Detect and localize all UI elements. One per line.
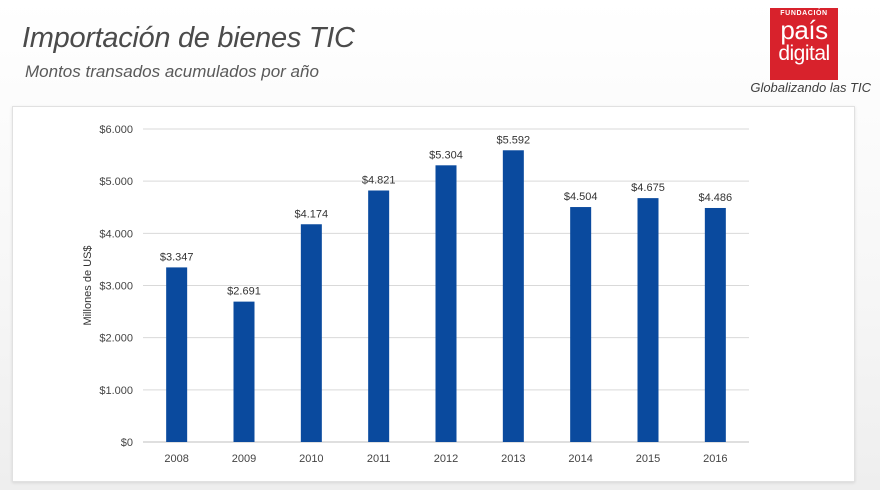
- data-label: $4.504: [564, 191, 598, 203]
- x-tick-label: 2015: [636, 453, 660, 465]
- chart-panel: $0 $1.000 $2.000 $3.000 $4.000 $5.000 $6.000 Mi…: [12, 106, 855, 482]
- x-tick-label: 2012: [434, 453, 458, 465]
- logo-small-text: FUNDACIÓN: [780, 10, 828, 17]
- y-tick-label: $3.000: [99, 281, 133, 293]
- data-label: $4.821: [362, 175, 396, 187]
- logo-main-text: país: [780, 15, 828, 45]
- slide-subtitle: Montos transados acumulados por año: [25, 62, 319, 81]
- bar: [502, 150, 524, 442]
- fundacion-pais-digital-logo: FUNDACIÓN país digital: [770, 8, 838, 80]
- logo-sub-text: digital: [778, 42, 830, 65]
- y-tick-label: $6.000: [99, 124, 133, 136]
- slide-title: Importación de bienes TIC: [22, 22, 355, 54]
- x-tick-label: 2016: [703, 453, 727, 465]
- data-label: $4.486: [699, 192, 733, 204]
- data-label: $5.304: [429, 149, 463, 161]
- y-tick-label: $5.000: [99, 176, 133, 188]
- logo-tagline: Globalizando las TIC: [750, 80, 871, 95]
- data-label: $4.675: [631, 182, 665, 194]
- y-tick-label: $0: [121, 437, 133, 449]
- data-label: $3.347: [160, 251, 194, 263]
- bar: [300, 224, 322, 442]
- bar: [704, 207, 726, 442]
- y-tick-label: $4.000: [99, 228, 133, 240]
- x-tick-label: 2013: [501, 453, 525, 465]
- data-label: $2.691: [227, 286, 261, 298]
- bar: [637, 198, 659, 442]
- y-tick-label: $1.000: [99, 385, 133, 397]
- x-tick-label: 2011: [367, 453, 391, 465]
- data-label: $5.592: [497, 134, 531, 146]
- bar: [233, 301, 255, 442]
- bar-chart: $0 $1.000 $2.000 $3.000 $4.000 $5.000 $6.000 Mi…: [82, 124, 749, 465]
- x-tick-label: 2014: [568, 453, 592, 465]
- data-label: $4.174: [295, 208, 329, 220]
- x-tick-label: 2010: [299, 453, 323, 465]
- bar: [570, 207, 592, 442]
- bar: [368, 190, 390, 442]
- x-tick-label: 2008: [164, 453, 188, 465]
- x-tick-label: 2009: [232, 453, 256, 465]
- bar: [435, 165, 457, 443]
- y-axis-title: Millones de US$: [82, 245, 94, 325]
- y-tick-label: $2.000: [99, 333, 133, 345]
- bar: [166, 267, 188, 442]
